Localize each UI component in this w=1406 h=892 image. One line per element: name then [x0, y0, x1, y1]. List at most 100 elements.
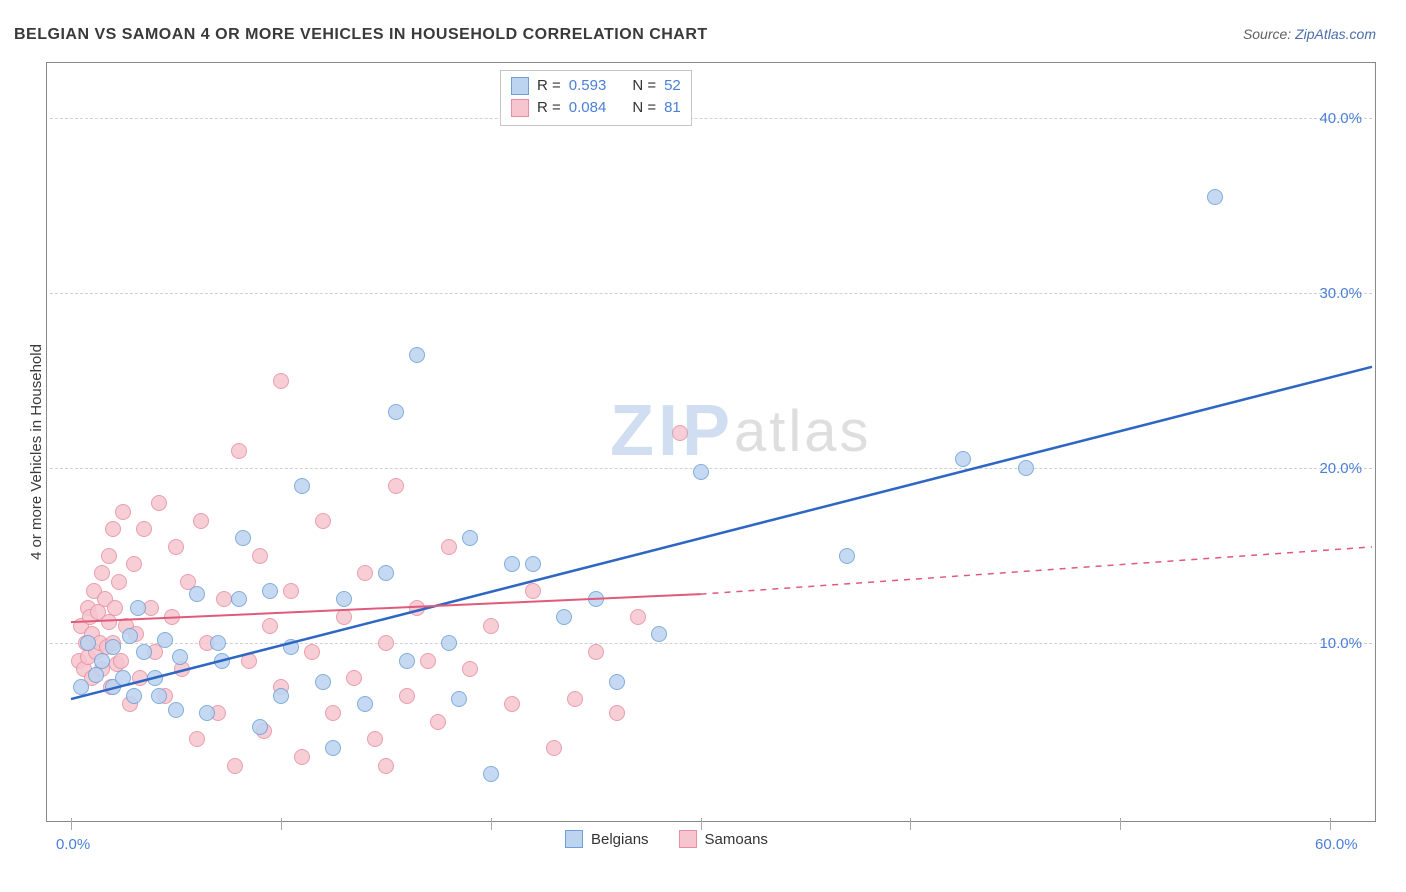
- scatter-point-belgians: [378, 565, 394, 581]
- scatter-point-samoans: [241, 653, 257, 669]
- scatter-point-samoans: [113, 653, 129, 669]
- scatter-point-belgians: [462, 530, 478, 546]
- scatter-point-samoans: [409, 600, 425, 616]
- scatter-point-samoans: [252, 548, 268, 564]
- scatter-point-samoans: [94, 565, 110, 581]
- scatter-point-samoans: [168, 539, 184, 555]
- scatter-point-belgians: [525, 556, 541, 572]
- scatter-point-belgians: [651, 626, 667, 642]
- scatter-point-belgians: [441, 635, 457, 651]
- scatter-point-samoans: [283, 583, 299, 599]
- scatter-point-belgians: [693, 464, 709, 480]
- scatter-point-belgians: [151, 688, 167, 704]
- y-axis-label: 4 or more Vehicles in Household: [28, 344, 45, 560]
- scatter-point-samoans: [132, 670, 148, 686]
- scatter-point-belgians: [336, 591, 352, 607]
- scatter-point-belgians: [409, 347, 425, 363]
- y-tick-label: 40.0%: [1312, 110, 1362, 127]
- stat-label-n: N =: [632, 75, 656, 97]
- stat-label-r: R =: [537, 75, 561, 97]
- scatter-point-samoans: [588, 644, 604, 660]
- scatter-point-samoans: [231, 443, 247, 459]
- scatter-point-samoans: [357, 565, 373, 581]
- scatter-point-belgians: [1207, 189, 1223, 205]
- stat-r-samoans: 0.084: [569, 97, 607, 119]
- plot-area: [50, 66, 1372, 818]
- scatter-point-samoans: [609, 705, 625, 721]
- scatter-point-samoans: [367, 731, 383, 747]
- swatch-samoans: [679, 830, 697, 848]
- scatter-point-samoans: [346, 670, 362, 686]
- scatter-point-samoans: [105, 521, 121, 537]
- stats-legend-box: R = 0.593 N = 52 R = 0.084 N = 81: [500, 70, 692, 126]
- scatter-point-samoans: [189, 731, 205, 747]
- stat-n-samoans: 81: [664, 97, 681, 119]
- scatter-point-samoans: [294, 749, 310, 765]
- scatter-point-samoans: [115, 504, 131, 520]
- x-tick: [910, 818, 911, 830]
- scatter-point-belgians: [73, 679, 89, 695]
- gridline-h: [50, 468, 1372, 469]
- scatter-point-samoans: [193, 513, 209, 529]
- source-link[interactable]: ZipAtlas.com: [1295, 26, 1376, 42]
- y-tick-label: 30.0%: [1312, 285, 1362, 302]
- x-tick: [1120, 818, 1121, 830]
- stats-row-belgians: R = 0.593 N = 52: [511, 75, 681, 97]
- scatter-point-belgians: [189, 586, 205, 602]
- scatter-point-belgians: [210, 635, 226, 651]
- scatter-point-samoans: [336, 609, 352, 625]
- scatter-point-belgians: [130, 600, 146, 616]
- scatter-point-samoans: [304, 644, 320, 660]
- chart-title: BELGIAN VS SAMOAN 4 OR MORE VEHICLES IN …: [14, 26, 708, 44]
- scatter-point-belgians: [168, 702, 184, 718]
- scatter-point-belgians: [609, 674, 625, 690]
- scatter-point-samoans: [567, 691, 583, 707]
- y-tick-label: 10.0%: [1312, 635, 1362, 652]
- gridline-h: [50, 643, 1372, 644]
- source-prefix: Source:: [1243, 26, 1295, 42]
- scatter-point-belgians: [294, 478, 310, 494]
- source-label: Source: ZipAtlas.com: [1243, 26, 1376, 42]
- scatter-point-belgians: [399, 653, 415, 669]
- x-tick: [281, 818, 282, 830]
- scatter-point-belgians: [273, 688, 289, 704]
- scatter-point-belgians: [252, 719, 268, 735]
- scatter-point-belgians: [199, 705, 215, 721]
- x-tick-label: 60.0%: [1315, 836, 1358, 853]
- scatter-point-samoans: [262, 618, 278, 634]
- scatter-point-belgians: [122, 628, 138, 644]
- x-tick: [1330, 818, 1331, 830]
- scatter-point-samoans: [216, 591, 232, 607]
- scatter-point-samoans: [504, 696, 520, 712]
- scatter-point-belgians: [147, 670, 163, 686]
- scatter-point-samoans: [151, 495, 167, 511]
- stat-label-r: R =: [537, 97, 561, 119]
- stats-row-samoans: R = 0.084 N = 81: [511, 97, 681, 119]
- scatter-point-samoans: [378, 758, 394, 774]
- scatter-point-samoans: [441, 539, 457, 555]
- scatter-point-samoans: [136, 521, 152, 537]
- scatter-point-belgians: [1018, 460, 1034, 476]
- scatter-point-belgians: [325, 740, 341, 756]
- scatter-point-samoans: [630, 609, 646, 625]
- scatter-point-samoans: [227, 758, 243, 774]
- scatter-point-samoans: [483, 618, 499, 634]
- scatter-point-belgians: [504, 556, 520, 572]
- scatter-point-belgians: [357, 696, 373, 712]
- scatter-point-samoans: [107, 600, 123, 616]
- scatter-point-belgians: [94, 653, 110, 669]
- scatter-point-belgians: [483, 766, 499, 782]
- scatter-point-samoans: [672, 425, 688, 441]
- scatter-point-samoans: [126, 556, 142, 572]
- scatter-point-samoans: [388, 478, 404, 494]
- swatch-belgians: [565, 830, 583, 848]
- scatter-point-samoans: [462, 661, 478, 677]
- scatter-point-belgians: [214, 653, 230, 669]
- scatter-point-belgians: [157, 632, 173, 648]
- scatter-point-belgians: [588, 591, 604, 607]
- scatter-point-belgians: [105, 639, 121, 655]
- x-tick: [71, 818, 72, 830]
- scatter-point-belgians: [839, 548, 855, 564]
- scatter-point-belgians: [231, 591, 247, 607]
- scatter-point-belgians: [126, 688, 142, 704]
